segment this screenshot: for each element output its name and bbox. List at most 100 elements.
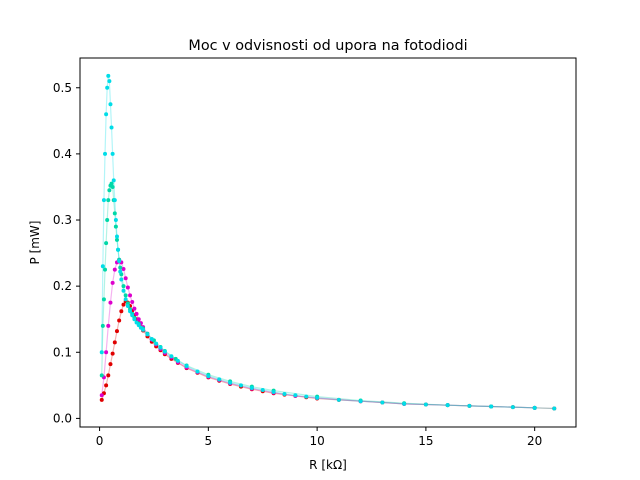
data-point-series-1 bbox=[114, 329, 119, 334]
data-point-series-3 bbox=[113, 224, 118, 229]
data-point-series-4 bbox=[358, 399, 363, 404]
data-point-series-4 bbox=[162, 349, 167, 354]
data-point-series-4 bbox=[315, 395, 320, 400]
data-point-series-4 bbox=[108, 102, 113, 107]
data-point-series-3 bbox=[118, 265, 123, 270]
data-point-series-4 bbox=[106, 73, 111, 78]
data-point-series-4 bbox=[100, 264, 105, 269]
data-point-series-4 bbox=[282, 391, 287, 396]
data-point-series-4 bbox=[293, 393, 298, 398]
data-point-series-3 bbox=[103, 267, 108, 272]
data-point-series-4 bbox=[402, 401, 407, 406]
data-point-series-4 bbox=[169, 354, 174, 359]
data-point-series-4 bbox=[336, 397, 341, 402]
data-point-series-3 bbox=[104, 241, 109, 246]
data-point-series-4 bbox=[130, 313, 135, 318]
data-point-series-4 bbox=[105, 85, 110, 90]
data-point-series-4 bbox=[552, 406, 557, 411]
data-point-series-2 bbox=[99, 393, 104, 398]
data-point-series-4 bbox=[119, 277, 124, 282]
x-tick-label: 10 bbox=[309, 434, 324, 448]
data-point-series-4 bbox=[118, 269, 123, 274]
data-point-series-1 bbox=[121, 302, 126, 307]
data-point-series-4 bbox=[154, 341, 159, 346]
data-point-series-4 bbox=[134, 320, 139, 325]
x-tick-label: 5 bbox=[205, 434, 213, 448]
data-point-series-2 bbox=[136, 317, 141, 322]
data-point-series-4 bbox=[114, 234, 119, 239]
data-point-series-4 bbox=[125, 303, 130, 308]
data-point-series-2 bbox=[106, 323, 111, 328]
chart-title: Moc v odvisnosti od upora na fotodiodi bbox=[188, 38, 467, 54]
data-point-series-4 bbox=[117, 259, 122, 264]
data-point-series-3 bbox=[121, 284, 126, 289]
data-point-series-4 bbox=[217, 377, 222, 382]
data-point-series-2 bbox=[125, 285, 130, 290]
y-tick-label: 0.1 bbox=[53, 345, 72, 359]
data-point-series-1 bbox=[112, 340, 117, 345]
y-axis-label: P [mW] bbox=[28, 221, 42, 265]
data-point-series-3 bbox=[123, 293, 128, 298]
series-line-4 bbox=[101, 75, 555, 410]
y-tick-label: 0.0 bbox=[53, 411, 72, 425]
data-point-series-2 bbox=[104, 350, 109, 355]
data-point-series-3 bbox=[105, 218, 110, 223]
y-tick-label: 0.3 bbox=[53, 213, 72, 227]
data-point-series-2 bbox=[110, 280, 115, 285]
data-point-series-4 bbox=[510, 405, 515, 410]
x-tick-label: 15 bbox=[418, 434, 433, 448]
data-point-series-4 bbox=[158, 345, 163, 350]
data-point-series-4 bbox=[107, 79, 112, 84]
data-point-series-1 bbox=[119, 309, 124, 314]
data-point-series-2 bbox=[112, 267, 117, 272]
data-point-series-4 bbox=[304, 394, 309, 399]
data-point-series-1 bbox=[99, 397, 104, 402]
data-point-series-3 bbox=[114, 237, 119, 242]
data-point-series-4 bbox=[110, 151, 115, 156]
data-point-series-4 bbox=[380, 400, 385, 405]
data-point-series-3 bbox=[99, 373, 104, 378]
data-point-series-3 bbox=[101, 297, 106, 302]
data-point-series-4 bbox=[260, 387, 265, 392]
y-tick-label: 0.4 bbox=[53, 147, 72, 161]
data-point-series-4 bbox=[109, 125, 114, 130]
data-point-series-3 bbox=[110, 184, 115, 189]
data-point-series-2 bbox=[121, 266, 126, 271]
data-point-series-1 bbox=[110, 351, 115, 356]
data-point-series-4 bbox=[271, 389, 276, 394]
data-point-series-4 bbox=[121, 288, 126, 293]
data-point-series-4 bbox=[423, 402, 428, 407]
data-point-series-4 bbox=[116, 247, 121, 252]
x-axis-ticks: 0 5 10 15 20 bbox=[96, 427, 542, 448]
data-point-series-4 bbox=[111, 178, 116, 183]
plot-frame bbox=[79, 57, 577, 428]
data-point-series-1 bbox=[104, 383, 109, 388]
y-tick-label: 0.5 bbox=[53, 81, 72, 95]
data-point-series-4 bbox=[228, 380, 233, 385]
data-point-series-3 bbox=[100, 323, 105, 328]
y-axis-ticks: 0.0 0.1 0.2 0.3 0.4 0.5 bbox=[53, 81, 80, 425]
data-point-series-4 bbox=[445, 403, 450, 408]
data-point-series-1 bbox=[117, 318, 122, 323]
x-tick-label: 20 bbox=[527, 434, 542, 448]
data-point-series-4 bbox=[132, 317, 137, 322]
data-point-series-4 bbox=[238, 383, 243, 388]
data-point-series-4 bbox=[184, 364, 189, 369]
data-points bbox=[99, 73, 557, 411]
data-point-series-2 bbox=[128, 293, 133, 298]
data-point-series-2 bbox=[108, 300, 113, 305]
data-point-series-2 bbox=[123, 276, 128, 281]
x-tick-label: 0 bbox=[96, 434, 104, 448]
data-point-series-4 bbox=[104, 112, 109, 117]
data-point-series-4 bbox=[149, 337, 154, 342]
data-point-series-4 bbox=[489, 404, 494, 409]
data-point-series-4 bbox=[145, 332, 150, 337]
data-point-series-2 bbox=[130, 300, 135, 305]
y-tick-label: 0.2 bbox=[53, 279, 72, 293]
data-point-series-1 bbox=[108, 362, 113, 367]
data-point-series-2 bbox=[134, 311, 139, 316]
data-point-series-3 bbox=[109, 181, 114, 186]
data-point-series-4 bbox=[128, 309, 133, 314]
